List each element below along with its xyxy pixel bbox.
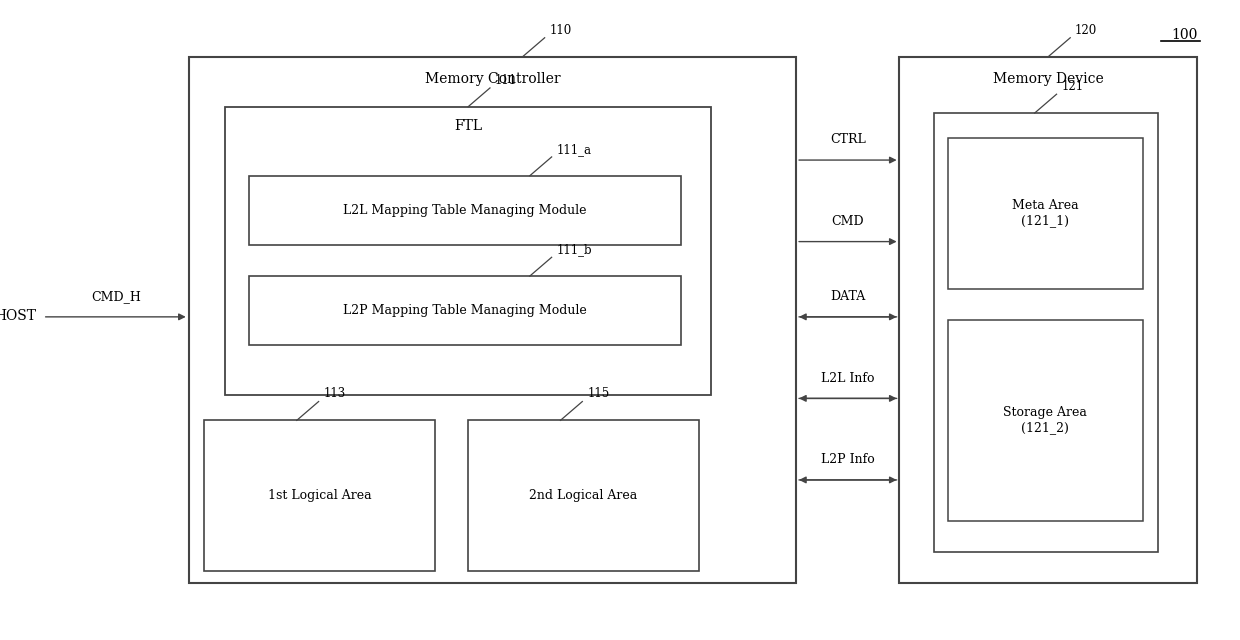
Text: L2L Info: L2L Info — [821, 372, 874, 385]
Text: 115: 115 — [588, 387, 609, 400]
Bar — [188, 56, 796, 584]
Bar — [949, 320, 1142, 521]
Text: Storage Area
(121_2): Storage Area (121_2) — [1003, 406, 1087, 435]
Text: Memory Device: Memory Device — [993, 72, 1104, 86]
Text: CTRL: CTRL — [830, 133, 866, 147]
Text: 121: 121 — [1061, 80, 1084, 93]
Bar — [249, 276, 681, 345]
Text: HOST: HOST — [0, 308, 37, 323]
Text: Meta Area
(121_1): Meta Area (121_1) — [1012, 200, 1079, 227]
Text: 111_b: 111_b — [557, 243, 593, 256]
Bar — [934, 113, 1158, 552]
Bar — [205, 420, 435, 571]
Text: 2nd Logical Area: 2nd Logical Area — [529, 489, 637, 502]
Text: CMD: CMD — [832, 215, 864, 228]
Text: 100: 100 — [1171, 28, 1197, 42]
Text: 1st Logical Area: 1st Logical Area — [268, 489, 372, 502]
Text: DATA: DATA — [831, 290, 866, 303]
Text: 111_a: 111_a — [557, 143, 591, 156]
Text: 120: 120 — [1075, 24, 1097, 36]
Text: CMD_H: CMD_H — [91, 290, 140, 303]
Bar — [467, 420, 699, 571]
Text: L2P Info: L2P Info — [821, 453, 874, 466]
Bar — [899, 56, 1197, 584]
Text: 111: 111 — [495, 74, 517, 86]
Bar — [224, 107, 711, 396]
Bar — [949, 138, 1142, 289]
Text: L2L Mapping Table Managing Module: L2L Mapping Table Managing Module — [343, 204, 587, 217]
Text: Memory Controller: Memory Controller — [424, 72, 560, 86]
Text: 110: 110 — [549, 24, 572, 36]
Text: FTL: FTL — [454, 118, 482, 132]
Bar — [249, 176, 681, 244]
Text: 113: 113 — [324, 387, 346, 400]
Text: L2P Mapping Table Managing Module: L2P Mapping Table Managing Module — [343, 304, 587, 317]
